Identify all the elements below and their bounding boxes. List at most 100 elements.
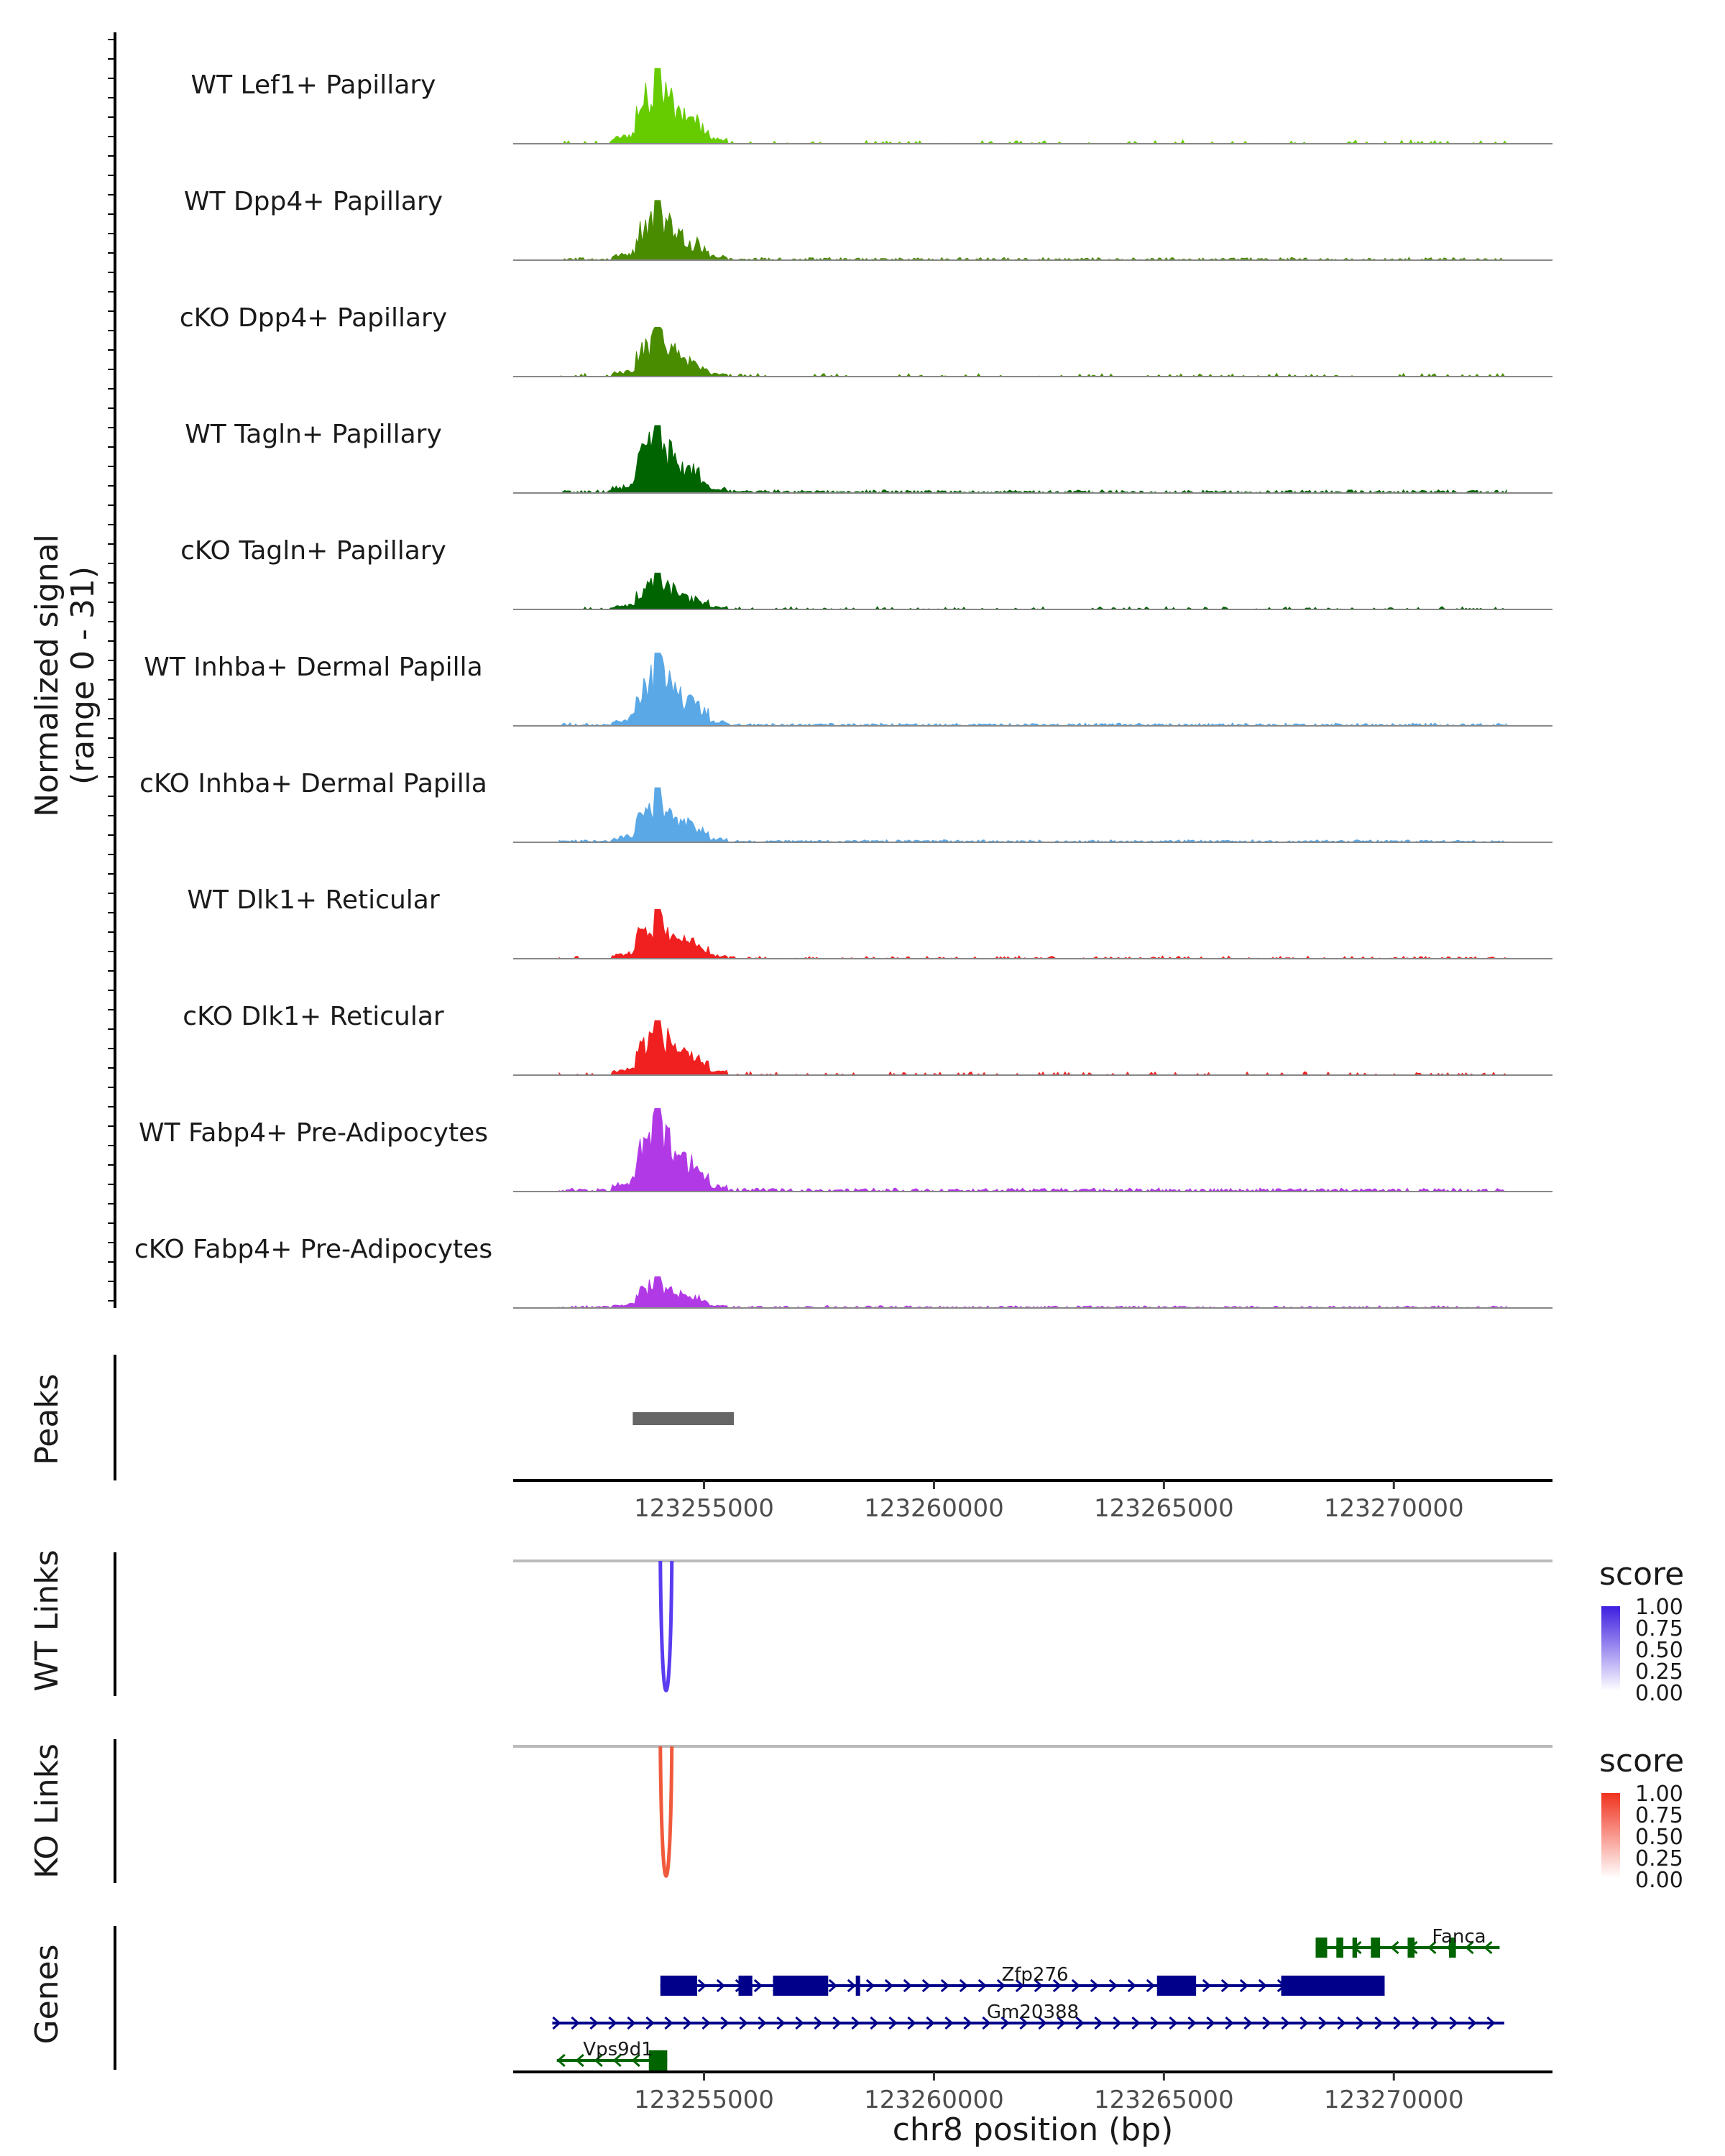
strand-chevron bbox=[1169, 2016, 1178, 2030]
strand-chevron bbox=[575, 2053, 584, 2068]
x-tick-label-3: 123265000 bbox=[1094, 1494, 1234, 1523]
strand-chevron bbox=[832, 2016, 842, 2030]
exon-4 bbox=[855, 1976, 860, 1996]
coverage-area-5 bbox=[559, 572, 1506, 610]
track-label-10: WT Fabp4+ Pre-Adipocytes bbox=[139, 1118, 488, 1148]
strand-chevron bbox=[1390, 1940, 1399, 1955]
wt-legend-tick-5: 0.00 bbox=[1635, 1681, 1683, 1706]
strand-chevron bbox=[884, 1978, 893, 1993]
strand-chevron bbox=[1019, 2016, 1029, 2030]
strand-chevron bbox=[1000, 2016, 1010, 2030]
ko-legend-tick-2: 0.75 bbox=[1635, 1803, 1683, 1828]
exon-4 bbox=[1371, 1938, 1381, 1958]
track-label-6: WT Inhba+ Dermal Papilla bbox=[144, 653, 482, 682]
strand-chevron bbox=[865, 1978, 875, 1993]
coverage-tracks: WT Lef1+ Papillary WT Dpp4+ Papillary cKO … bbox=[134, 68, 1552, 1309]
coverage-area-4 bbox=[559, 425, 1507, 494]
coverage-area-9 bbox=[558, 1020, 1508, 1076]
strand-chevron bbox=[612, 2053, 622, 2068]
coverage-area-10 bbox=[558, 1107, 1506, 1193]
coverage-track-4: WT Tagln+ Papillary bbox=[185, 420, 1552, 494]
strand-chevron bbox=[758, 2016, 767, 2030]
x-tick-label-2: 123260000 bbox=[864, 1494, 1004, 1523]
strand-chevron bbox=[982, 2016, 991, 2030]
strand-chevron bbox=[996, 1978, 1006, 1993]
strand-chevron bbox=[940, 1978, 949, 1993]
strand-chevron bbox=[1038, 2016, 1047, 2030]
strand-chevron bbox=[903, 1978, 912, 1993]
x-tick-label-4: 123270000 bbox=[1324, 2086, 1464, 2114]
wt-legend-tick-4: 0.25 bbox=[1635, 1659, 1683, 1685]
coverage-ylabel: Normalized signal bbox=[29, 534, 65, 817]
strand-chevron bbox=[683, 2016, 692, 2030]
coverage-area-11 bbox=[558, 1276, 1507, 1309]
strand-chevron bbox=[1393, 2016, 1402, 2030]
gene-fanca: Fanca bbox=[1315, 1926, 1500, 1958]
strand-chevron bbox=[1239, 1978, 1248, 1993]
coverage-track-7: cKO Inhba+ Dermal Papilla bbox=[139, 769, 1552, 843]
track-label-5: cKO Tagln+ Papillary bbox=[180, 536, 446, 566]
wt-link-arc bbox=[658, 1560, 674, 1692]
strand-chevron bbox=[1484, 1940, 1493, 1955]
wt-legend-colorbar bbox=[1601, 1606, 1620, 1691]
strand-chevron bbox=[1202, 1978, 1211, 1993]
x-tick-label-2: 123260000 bbox=[864, 2086, 1004, 2114]
ko-legend-colorbar bbox=[1601, 1793, 1620, 1878]
coverage-track-9: cKO Dlk1+ Reticular bbox=[183, 1002, 1552, 1076]
strand-chevron bbox=[1131, 2016, 1141, 2030]
coverage-track-2: WT Dpp4+ Papillary bbox=[184, 187, 1552, 261]
track-label-8: WT Dlk1+ Reticular bbox=[187, 885, 439, 915]
strand-chevron bbox=[1090, 1978, 1099, 1993]
x-axis-bottom: 123255000 123260000 123265000 123270000 bbox=[634, 2072, 1464, 2114]
strand-chevron bbox=[921, 1978, 931, 1993]
coverage-track-10: WT Fabp4+ Pre-Adipocytes bbox=[139, 1107, 1552, 1193]
ko-legend-tick-1: 1.00 bbox=[1635, 1782, 1683, 1807]
strand-chevron bbox=[716, 1978, 725, 1993]
wt-legend-tick-3: 0.50 bbox=[1635, 1638, 1683, 1663]
strand-chevron bbox=[608, 2016, 617, 2030]
strand-chevron bbox=[1225, 2016, 1234, 2030]
wt-legend-tick-2: 0.75 bbox=[1635, 1616, 1683, 1641]
exon-6 bbox=[1449, 1938, 1456, 1958]
exon-2 bbox=[1336, 1938, 1343, 1958]
strand-chevron bbox=[851, 2016, 860, 2030]
strand-chevron bbox=[1430, 2016, 1440, 2030]
ko-links-label: KO Links bbox=[29, 1743, 65, 1879]
strand-chevron bbox=[1127, 1978, 1136, 1993]
strand-chevron bbox=[645, 2016, 655, 2030]
strand-chevron bbox=[1356, 2016, 1365, 2030]
strand-chevron bbox=[1300, 2016, 1309, 2030]
genes-track: Fanca Zfp276 Gm20388 Vps9d1 bbox=[552, 1926, 1504, 2070]
coverage-area-8 bbox=[558, 908, 1507, 959]
ko-legend-tick-4: 0.25 bbox=[1635, 1846, 1683, 1871]
exon-3 bbox=[773, 1976, 829, 1996]
ko-link-arc bbox=[658, 1746, 674, 1878]
wt-score-legend: score 1.00 0.75 0.50 0.25 0.00 bbox=[1599, 1556, 1684, 1706]
ko-legend-tick-3: 0.50 bbox=[1635, 1825, 1683, 1850]
coverage-track-1: WT Lef1+ Papillary bbox=[191, 68, 1552, 144]
exon-2 bbox=[738, 1976, 753, 1996]
gene-vps9d1: Vps9d1 bbox=[556, 2039, 668, 2070]
strand-chevron bbox=[552, 2016, 561, 2030]
strand-chevron bbox=[702, 2016, 711, 2030]
track-label-7: cKO Inhba+ Dermal Papilla bbox=[139, 769, 487, 798]
genes-label: Genes bbox=[29, 1944, 65, 2044]
gene-gm20388: Gm20388 bbox=[552, 2001, 1504, 2030]
track-label-11: cKO Fabp4+ Pre-Adipocytes bbox=[134, 1235, 492, 1264]
exon-5 bbox=[1156, 1976, 1197, 1996]
strand-chevron bbox=[1094, 2016, 1103, 2030]
track-label-1: WT Lef1+ Papillary bbox=[191, 70, 436, 100]
strand-chevron bbox=[944, 2016, 954, 2030]
strand-chevron bbox=[1449, 2016, 1458, 2030]
exon-6 bbox=[1281, 1976, 1385, 1996]
gene-label-2: Zfp276 bbox=[1001, 1964, 1068, 1986]
exon-5 bbox=[1407, 1938, 1415, 1958]
strand-chevron bbox=[828, 1978, 837, 1993]
coverage-track-11: cKO Fabp4+ Pre-Adipocytes bbox=[134, 1235, 1552, 1309]
strand-chevron bbox=[795, 2016, 804, 2030]
strand-chevron bbox=[1468, 2016, 1477, 2030]
ko-links-track bbox=[513, 1745, 1552, 1878]
strand-chevron bbox=[1318, 2016, 1328, 2030]
ko-score-legend: score 1.00 0.75 0.50 0.25 0.00 bbox=[1599, 1743, 1684, 1893]
coverage-track-3: cKO Dpp4+ Papillary bbox=[180, 303, 1552, 377]
